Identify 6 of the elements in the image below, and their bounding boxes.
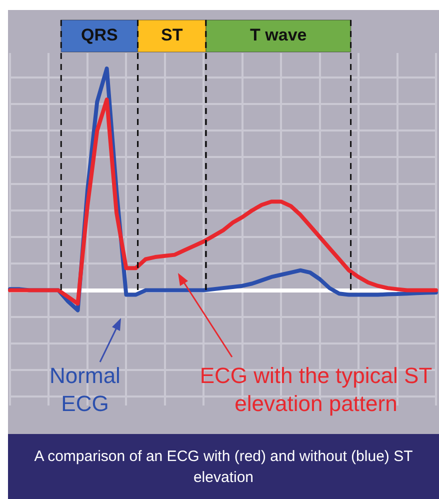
- text: ST: [161, 26, 184, 45]
- text: QRS: [81, 26, 118, 45]
- text: A comparison of an ECG with (red) and without (blue) ST elevation: [8, 434, 439, 499]
- legend-label: Normal ECG: [48, 362, 122, 418]
- text: ECG with the typical ST elevation pattern: [198, 362, 434, 418]
- text: T wave: [250, 26, 307, 45]
